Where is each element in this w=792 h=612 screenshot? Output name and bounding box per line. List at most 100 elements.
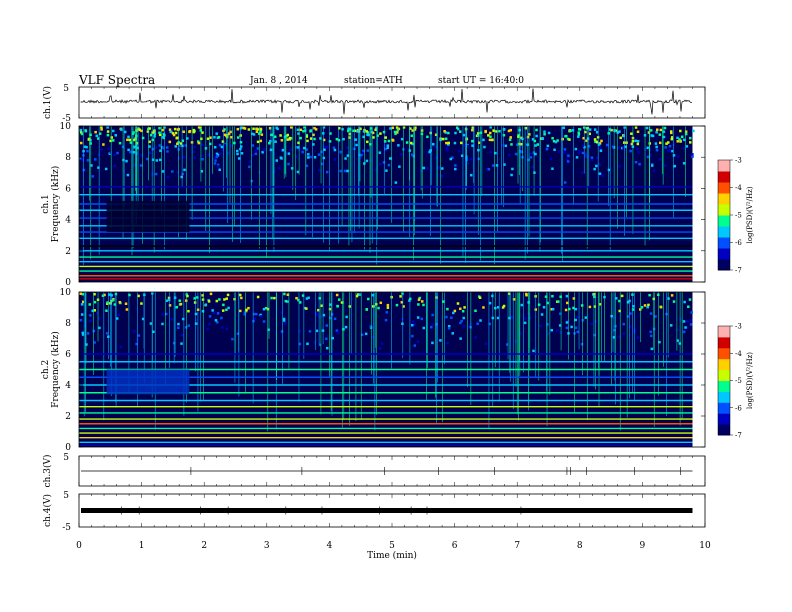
spec-speck: [636, 147, 639, 151]
spec-speck: [260, 315, 263, 318]
ch1-voltage-ytick-bottom: -5: [62, 114, 71, 124]
spec-speck: [372, 136, 375, 139]
spec-speck: [664, 146, 667, 149]
spec-speck: [212, 311, 216, 315]
spec-speck: [321, 162, 324, 166]
spec-speck: [158, 133, 162, 137]
spec-speck: [322, 138, 326, 142]
spec-speck: [507, 129, 511, 133]
spec-speck: [410, 153, 414, 156]
spec-speck: [251, 144, 255, 147]
spec-speck: [387, 163, 391, 167]
spec-speck: [421, 300, 424, 303]
spec-speck: [615, 297, 618, 300]
spec-speck: [252, 127, 255, 130]
spec-speck: [595, 140, 599, 144]
spec-speck: [346, 169, 349, 173]
spec-speck: [441, 167, 444, 170]
spec-speck: [638, 162, 641, 166]
spec-speck: [192, 128, 196, 132]
spec-speck: [520, 143, 523, 146]
spec-speck: [240, 296, 243, 300]
spec-speck: [176, 170, 179, 174]
spec-speck: [333, 317, 337, 321]
spec-speck: [420, 132, 424, 136]
spec-speck: [180, 175, 183, 179]
spec-speck: [496, 306, 500, 309]
spec-speck: [502, 304, 506, 308]
spec-speck: [133, 330, 136, 333]
spec-speck: [286, 133, 289, 137]
spec-speck: [326, 146, 329, 149]
spec-speck: [360, 153, 363, 157]
spec-speck: [153, 132, 157, 136]
spec-speck: [348, 136, 351, 139]
spec-speck: [586, 137, 590, 140]
spec-speck: [211, 309, 214, 312]
spec-speck: [159, 149, 162, 152]
spec-speck: [636, 142, 640, 146]
colorbar-segment: [718, 391, 730, 403]
spec-speck: [79, 128, 83, 132]
spec-speck: [536, 143, 540, 146]
spec-speck: [607, 168, 611, 172]
spec-speck: [650, 164, 654, 167]
spec-speck: [489, 126, 492, 129]
spec-speck: [449, 157, 453, 161]
spec-speck: [471, 126, 475, 129]
ch1-voltage-frame: [78, 86, 706, 119]
spec-speck: [557, 150, 561, 153]
spec-speck: [581, 151, 585, 155]
spec-speck: [337, 298, 341, 301]
spec-speck: [98, 326, 101, 330]
colorbar-segment: [718, 237, 730, 249]
spec-speck: [523, 321, 527, 325]
spec-speck: [669, 130, 673, 133]
spec-speck: [88, 303, 91, 306]
spec-speck: [510, 315, 514, 319]
spec-speck: [443, 130, 446, 133]
spec-speck: [275, 126, 278, 130]
spec-speck: [582, 144, 585, 148]
spec-speck: [411, 334, 414, 338]
spec-speck: [127, 148, 130, 152]
colorbar-segment: [718, 413, 730, 425]
spec-speck: [208, 322, 211, 326]
spec-speck: [135, 144, 138, 148]
colorbar-tick-label: -3: [735, 323, 742, 331]
spec-speck: [569, 129, 572, 133]
ch1-spectrogram-ytick: 4: [65, 216, 71, 226]
spec-speck: [552, 139, 556, 143]
spec-speck: [484, 129, 487, 133]
spec-speck: [540, 313, 544, 316]
spec-speck: [492, 164, 495, 167]
ch4-voltage-trace: [81, 508, 693, 513]
spec-speck: [283, 292, 286, 296]
spec-speck: [201, 131, 204, 134]
spec-speck: [634, 126, 638, 129]
spec-speck: [409, 141, 413, 145]
spec-speck: [128, 138, 132, 142]
spec-speck: [395, 126, 399, 129]
spec-speck: [559, 312, 562, 315]
ch2-spectrogram-ytick: 10: [60, 288, 72, 298]
spec-speck: [105, 332, 109, 335]
spec-speck: [335, 293, 339, 297]
dark-block: [106, 369, 190, 395]
spec-speck: [146, 130, 150, 133]
spec-speck: [132, 138, 136, 142]
spec-speck: [563, 181, 567, 184]
spec-speck: [206, 327, 209, 331]
spec-speck: [260, 133, 264, 136]
spec-speck: [389, 127, 392, 130]
spec-speck: [375, 126, 378, 130]
spec-speck: [261, 151, 264, 154]
ch1-spectrogram-ylabel: Frequency (kHz): [50, 166, 61, 243]
spec-speck: [322, 313, 326, 317]
spec-speck: [566, 301, 569, 305]
spec-speck: [313, 126, 316, 130]
spec-speck: [181, 144, 184, 148]
spec-speck: [332, 146, 336, 150]
spec-speck: [117, 313, 120, 317]
spec-speck: [541, 137, 544, 140]
